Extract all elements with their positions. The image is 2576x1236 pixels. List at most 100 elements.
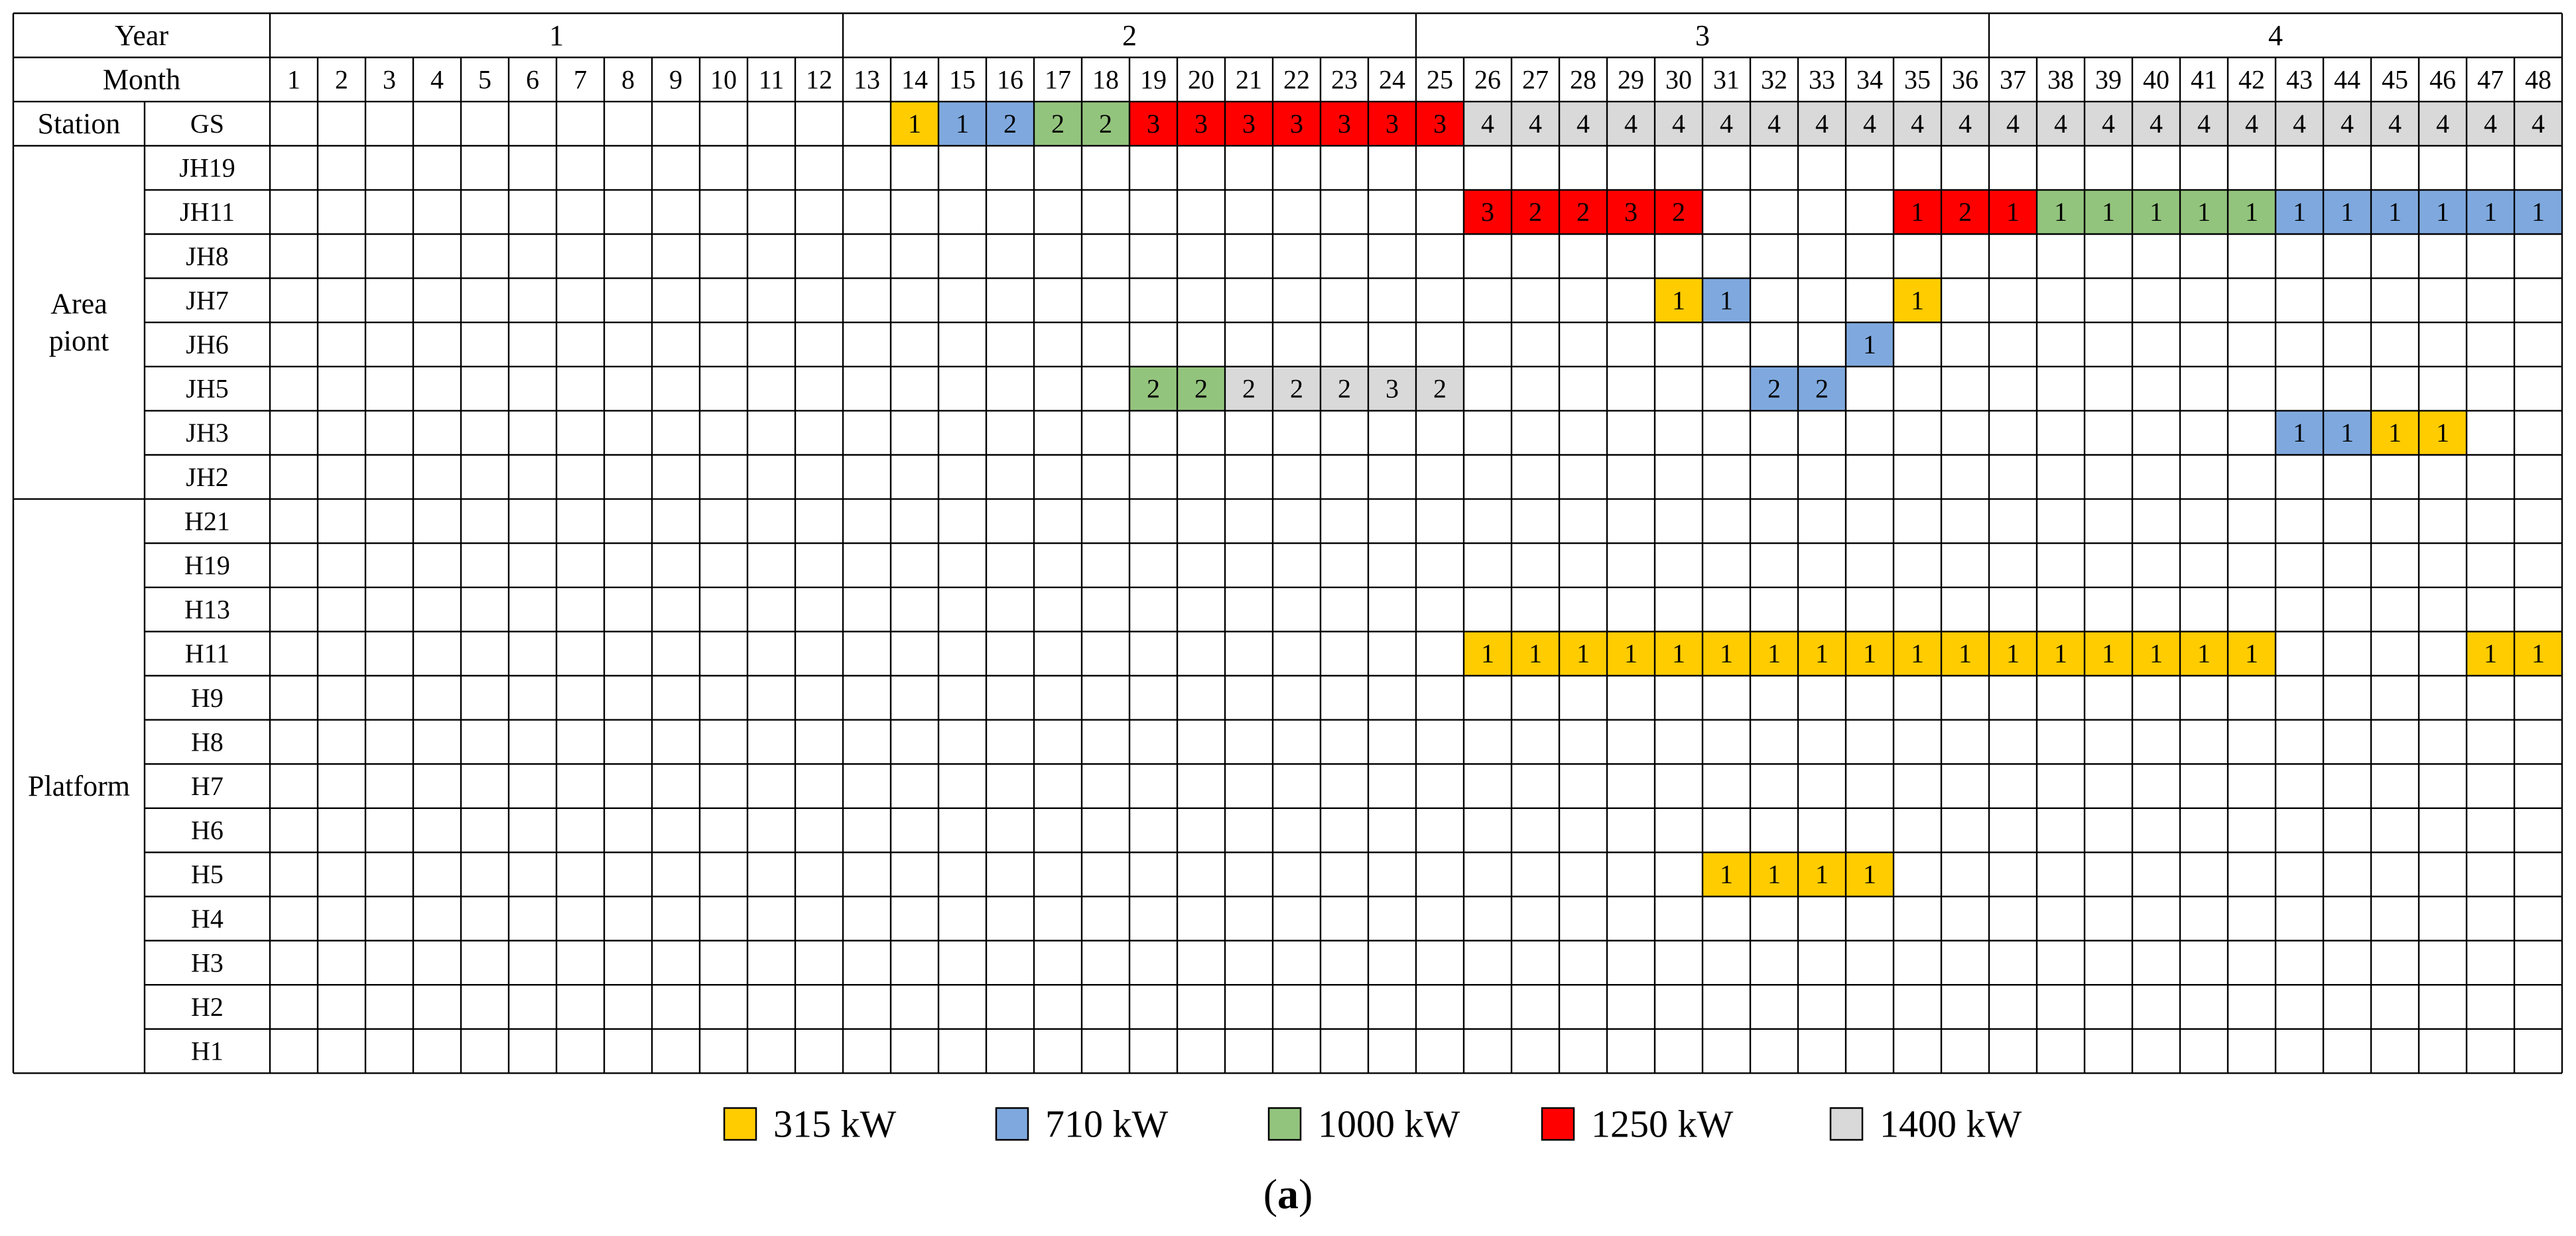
cell-JH5-m19 [1129,366,1177,411]
month-label-14: 14 [901,64,928,94]
month-label-48: 48 [2525,64,2551,94]
cell-H11-m30 [1655,631,1703,676]
cell-label-GS-m27: 4 [1529,109,1542,139]
month-label-10: 10 [710,64,737,94]
month-label-44: 44 [2334,64,2360,94]
row-label-H9: H9 [191,683,224,713]
cell-label-GS-m43: 4 [2293,109,2306,139]
row-label-JH7: JH7 [186,285,228,315]
cell-GS-m44 [2323,101,2371,146]
cell-label-JH11-m41: 1 [2197,197,2211,227]
cell-label-JH5-m19: 2 [1147,374,1160,404]
month-label-6: 6 [526,64,539,94]
cell-JH11-m41 [2180,190,2228,234]
month-label-19: 19 [1140,64,1167,94]
legend-swatch-1400 [1829,1107,1864,1141]
year-label-1: 1 [549,19,564,52]
month-label-28: 28 [1570,64,1596,94]
cell-JH6-m34 [1846,322,1894,367]
cell-label-GS-m26: 4 [1481,109,1494,139]
cell-label-JH11-m42: 1 [2245,197,2258,227]
cell-label-H11-m38: 1 [2054,639,2067,668]
cell-GS-m47 [2467,101,2514,146]
cell-JH11-m36 [1941,190,1989,234]
cell-GS-m31 [1703,101,1750,146]
cell-label-H5-m31: 1 [1720,859,1733,889]
cell-label-GS-m25: 3 [1433,109,1447,139]
group-label-1-line-0: Area [50,288,107,320]
group-label-station: Station [38,107,121,140]
cell-GS-m45 [2371,101,2419,146]
cell-JH11-m39 [2085,190,2132,234]
month-label-35: 35 [1904,64,1931,94]
month-label-39: 39 [2095,64,2122,94]
cell-label-JH11-m40: 1 [2150,197,2163,227]
month-label-15: 15 [949,64,976,94]
cell-JH11-m48 [2514,190,2562,234]
cell-JH5-m24 [1368,366,1416,411]
row-label-H6: H6 [191,816,224,845]
legend-swatch-315 [723,1107,757,1141]
row-label-JH11: JH11 [180,197,235,227]
cell-label-JH5-m32: 2 [1768,374,1781,404]
cell-JH3-m44 [2323,410,2371,455]
cell-label-H11-m29: 1 [1624,639,1638,668]
legend-label-710: 710 kW [1045,1103,1169,1146]
cell-label-H5-m34: 1 [1863,859,1876,889]
cell-GS-m26 [1464,101,1512,146]
legend-label-1250: 1250 kW [1591,1103,1734,1146]
cell-JH11-m29 [1607,190,1655,234]
cell-label-JH3-m43: 1 [2293,418,2306,448]
month-label-38: 38 [2047,64,2074,94]
cell-label-JH11-m45: 1 [2388,197,2402,227]
cell-JH11-m47 [2467,190,2514,234]
cell-label-H11-m27: 1 [1529,639,1542,668]
cell-GS-m17 [1034,101,1082,146]
cell-JH5-m22 [1273,366,1320,411]
cell-label-GS-m38: 4 [2054,109,2067,139]
month-label-11: 11 [759,64,785,94]
cell-label-JH11-m47: 1 [2484,197,2497,227]
cell-JH11-m40 [2132,190,2180,234]
row-label-H13: H13 [184,595,230,625]
cell-label-GS-m41: 4 [2197,109,2211,139]
cell-label-GS-m35: 4 [1911,109,1924,139]
cell-label-JH3-m44: 1 [2341,418,2354,448]
legend-swatch-710 [995,1107,1029,1141]
cell-label-GS-m15: 1 [956,109,969,139]
cell-GS-m25 [1416,101,1464,146]
row-label-H19: H19 [184,550,230,580]
cell-label-GS-m28: 4 [1577,109,1590,139]
cell-label-JH5-m24: 3 [1385,374,1399,404]
cell-H5-m34 [1846,852,1894,896]
month-label-41: 41 [2191,64,2217,94]
row-label-H11: H11 [185,639,229,668]
row-label-H21: H21 [184,506,230,536]
cell-label-H5-m33: 1 [1815,859,1829,889]
group-label-2-line-0: Platform [28,770,130,802]
cell-label-GS-m21: 3 [1242,109,1256,139]
cell-GS-m35 [1894,101,1941,146]
cell-label-JH11-m38: 1 [2054,197,2067,227]
cell-GS-m16 [986,101,1034,146]
month-label-22: 22 [1283,64,1310,94]
figure-caption: (a) [1263,1170,1313,1217]
cell-label-JH11-m39: 1 [2102,197,2115,227]
cell-label-GS-m44: 4 [2341,109,2354,139]
month-label-46: 46 [2429,64,2456,94]
cell-JH3-m45 [2371,410,2419,455]
cell-H11-m38 [2037,631,2085,676]
cell-JH11-m28 [1559,190,1607,234]
cell-label-GS-m19: 3 [1147,109,1160,139]
row-label-JH3: JH3 [186,418,228,448]
month-label-47: 47 [2477,64,2504,94]
month-label-23: 23 [1331,64,1358,94]
row-label-H4: H4 [191,904,224,934]
cell-GS-m42 [2228,101,2276,146]
year-header-label: Year [115,19,168,52]
cell-JH5-m21 [1225,366,1273,411]
cell-GS-m20 [1177,101,1225,146]
cell-JH11-m35 [1894,190,1941,234]
